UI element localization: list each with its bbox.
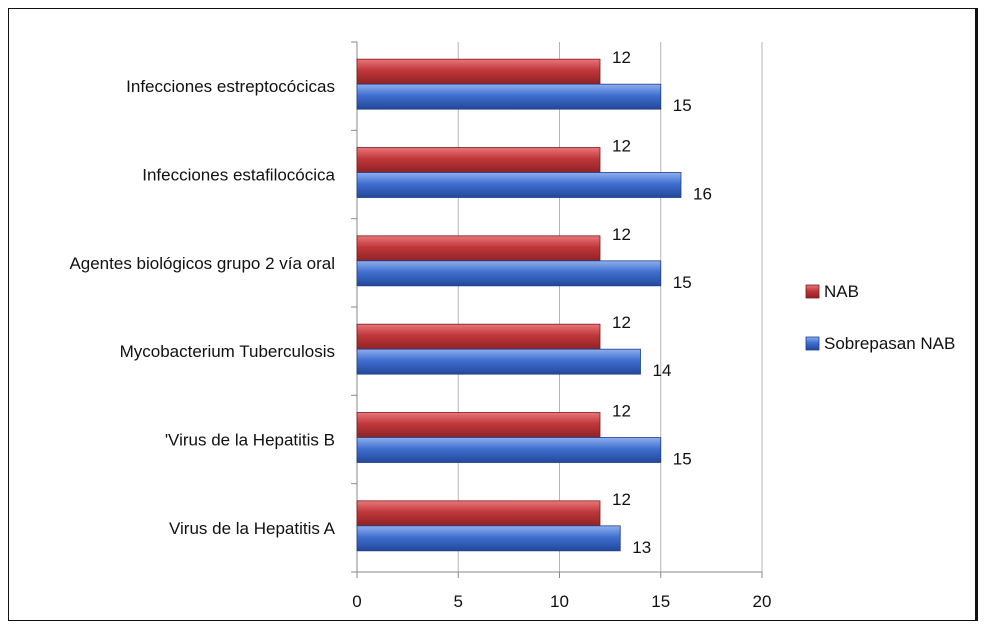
legend-label: NAB: [824, 282, 859, 301]
x-tick-label: 15: [651, 592, 670, 611]
bar-sobrepasan-nab: [356, 437, 662, 463]
bar-nab: [356, 323, 601, 350]
category-label: Infecciones estreptocócicas: [126, 77, 335, 96]
axes: [351, 41, 763, 578]
data-label: 12: [612, 402, 631, 421]
data-label: 15: [673, 273, 692, 292]
category-label: Virus de la Hepatitis A: [169, 519, 336, 538]
data-label: 12: [612, 490, 631, 509]
data-label: 15: [673, 450, 692, 469]
data-label: 12: [612, 225, 631, 244]
legend-swatch: [805, 336, 820, 351]
x-tick-label: 10: [550, 592, 569, 611]
data-label: 16: [693, 185, 712, 204]
category-label: Mycobacterium Tuberculosis: [120, 342, 335, 361]
bar-nab: [356, 235, 601, 262]
bar-nab: [356, 147, 601, 173]
bar-sobrepasan-nab: [356, 525, 621, 552]
category-label: 'Virus de la Hepatitis B: [165, 431, 335, 450]
data-label: 12: [612, 137, 631, 156]
data-label: 12: [612, 313, 631, 332]
bar-sobrepasan-nab: [356, 260, 662, 287]
bar-sobrepasan-nab: [356, 348, 641, 375]
legend: NAB Sobrepasan NAB: [805, 282, 955, 353]
bar-nab: [356, 500, 601, 527]
bar-nab: [356, 412, 601, 438]
data-label: 14: [653, 361, 672, 380]
bar-sobrepasan-nab: [356, 172, 682, 198]
labels: 0 5 10 15 20 Infecciones estreptocócicas 12 15 I…: [69, 48, 771, 611]
data-label: 15: [673, 96, 692, 115]
bar-nab: [356, 58, 601, 85]
data-label: 13: [632, 538, 651, 557]
data-label: 12: [612, 48, 631, 67]
x-tick-label: 20: [753, 592, 772, 611]
bar-sobrepasan-nab: [356, 83, 662, 110]
bars: [356, 58, 682, 552]
x-tick-label: 0: [352, 592, 361, 611]
category-label: Agentes biológicos grupo 2 vía oral: [69, 254, 335, 273]
legend-label: Sobrepasan NAB: [824, 334, 955, 353]
gridlines: [457, 42, 763, 572]
category-label: Infecciones estafilocócica: [142, 166, 335, 185]
x-tick-label: 5: [454, 592, 463, 611]
legend-swatch: [805, 284, 820, 299]
